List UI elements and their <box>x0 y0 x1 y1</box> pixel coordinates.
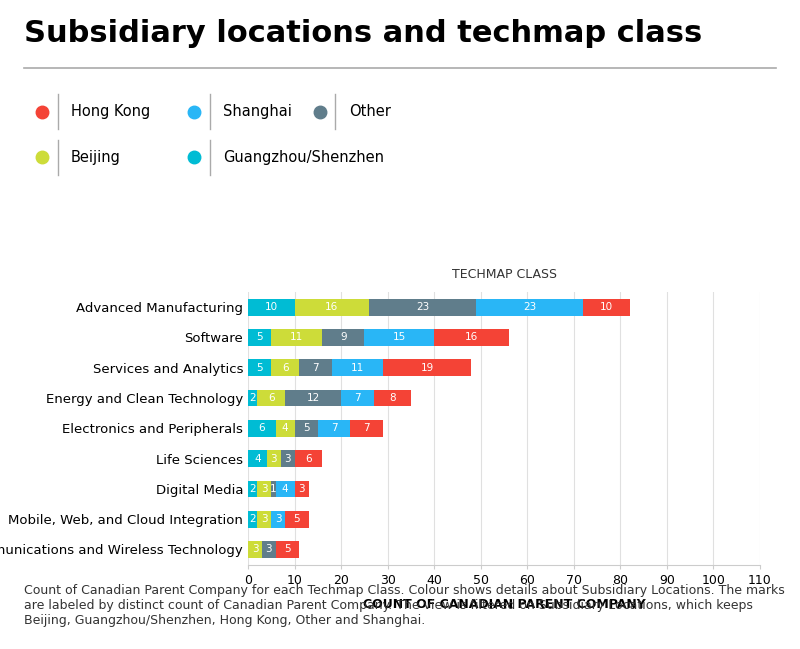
Text: 9: 9 <box>340 332 346 343</box>
Bar <box>294 450 322 467</box>
Text: 5: 5 <box>294 514 300 524</box>
Text: 7: 7 <box>354 393 361 403</box>
Text: 23: 23 <box>523 302 536 312</box>
Text: TECHMAP CLASS: TECHMAP CLASS <box>451 268 557 281</box>
Text: Guangzhou/Shenzhen: Guangzhou/Shenzhen <box>223 150 384 165</box>
Text: 16: 16 <box>465 332 478 343</box>
Text: 7: 7 <box>363 423 370 434</box>
Bar <box>583 299 630 315</box>
Text: 7: 7 <box>312 363 319 373</box>
Text: 5: 5 <box>303 423 310 434</box>
Bar <box>318 420 350 437</box>
Text: 5: 5 <box>256 332 263 343</box>
Text: 11: 11 <box>290 332 303 343</box>
Bar <box>276 420 294 437</box>
Bar <box>271 360 299 376</box>
Bar <box>248 389 258 406</box>
Text: 6: 6 <box>258 423 266 434</box>
X-axis label: COUNT OF CANADIAN PARENT COMPANY: COUNT OF CANADIAN PARENT COMPANY <box>362 598 646 611</box>
Text: 3: 3 <box>266 545 272 554</box>
Bar <box>276 541 299 557</box>
Text: 3: 3 <box>270 454 277 463</box>
Bar <box>248 360 271 376</box>
Text: 6: 6 <box>282 363 289 373</box>
Bar <box>286 389 341 406</box>
Text: Other: Other <box>349 104 390 119</box>
Bar <box>374 389 411 406</box>
Bar <box>286 511 309 528</box>
Bar <box>350 420 383 437</box>
Text: 4: 4 <box>254 454 261 463</box>
Bar <box>248 420 276 437</box>
Bar <box>271 480 276 497</box>
Bar <box>341 389 374 406</box>
Text: 16: 16 <box>325 302 338 312</box>
Bar <box>248 450 266 467</box>
Text: 8: 8 <box>389 393 396 403</box>
Bar <box>294 480 309 497</box>
Bar <box>248 299 294 315</box>
Bar <box>258 389 286 406</box>
Text: 5: 5 <box>284 545 291 554</box>
Bar <box>258 480 271 497</box>
Text: 12: 12 <box>306 393 320 403</box>
Text: 4: 4 <box>282 484 289 494</box>
Bar <box>248 329 271 346</box>
Bar <box>266 450 281 467</box>
Text: 6: 6 <box>268 393 274 403</box>
Bar <box>369 299 476 315</box>
Bar <box>294 299 369 315</box>
Text: Subsidiary locations and techmap class: Subsidiary locations and techmap class <box>24 19 702 49</box>
Bar <box>248 541 262 557</box>
Text: 3: 3 <box>275 514 282 524</box>
Bar <box>294 420 318 437</box>
Text: Shanghai: Shanghai <box>223 104 292 119</box>
Bar <box>299 360 332 376</box>
Text: 2: 2 <box>250 393 256 403</box>
Bar <box>276 480 294 497</box>
Bar <box>248 480 258 497</box>
Bar <box>248 511 258 528</box>
Text: 3: 3 <box>298 484 305 494</box>
Text: 10: 10 <box>265 302 278 312</box>
Bar <box>476 299 583 315</box>
Bar <box>262 541 276 557</box>
Text: 2: 2 <box>250 484 256 494</box>
Text: 19: 19 <box>421 363 434 373</box>
Bar <box>332 360 383 376</box>
Bar <box>383 360 471 376</box>
Text: 15: 15 <box>393 332 406 343</box>
Text: 3: 3 <box>261 484 268 494</box>
Text: 10: 10 <box>600 302 613 312</box>
Text: Beijing: Beijing <box>71 150 121 165</box>
Text: Hong Kong: Hong Kong <box>71 104 150 119</box>
Text: Count of Canadian Parent Company for each Techmap Class. Colour shows details ab: Count of Canadian Parent Company for eac… <box>24 584 785 627</box>
Text: 4: 4 <box>282 423 289 434</box>
Text: 7: 7 <box>330 423 338 434</box>
Bar <box>434 329 509 346</box>
Bar <box>258 511 271 528</box>
Text: 11: 11 <box>350 363 364 373</box>
Bar <box>271 329 322 346</box>
Text: 3: 3 <box>252 545 258 554</box>
Text: 2: 2 <box>250 514 256 524</box>
Text: 23: 23 <box>416 302 429 312</box>
Text: 1: 1 <box>270 484 277 494</box>
Text: 3: 3 <box>261 514 268 524</box>
Bar <box>322 329 364 346</box>
Bar <box>281 450 294 467</box>
Text: 5: 5 <box>256 363 263 373</box>
Bar <box>364 329 434 346</box>
Text: 3: 3 <box>284 454 291 463</box>
Text: 6: 6 <box>305 454 312 463</box>
Bar <box>271 511 286 528</box>
